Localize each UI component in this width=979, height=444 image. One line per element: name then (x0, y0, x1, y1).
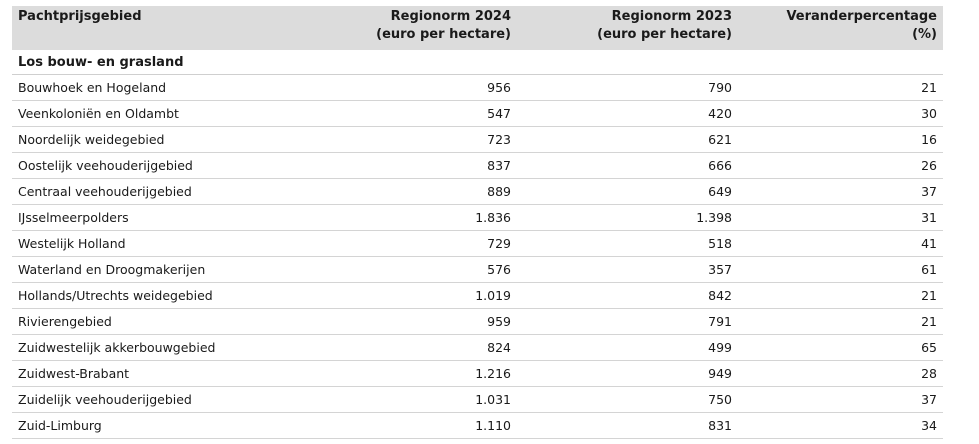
section-title: Los bouw- en grasland (12, 50, 943, 75)
regionorm-2023-cell: 666 (517, 152, 738, 179)
regionorm-2024-cell: 1.031 (312, 386, 517, 413)
regionorm-2024-cell: 1.110 (312, 412, 517, 439)
region-name-cell: Hollands/Utrechts weidegebied (12, 282, 312, 309)
table-row: Bouwhoek en Hogeland 956 790 21 (12, 74, 943, 101)
region-name-cell: Noordelijk weidegebied (12, 126, 312, 153)
header-row: Pachtprijsgebied Regionorm 2024 (euro pe… (12, 6, 943, 50)
region-name-cell: Zuidelijk veehouderijgebied (12, 386, 312, 413)
regionorm-2024-cell: 1.836 (312, 204, 517, 231)
header-pachtprijsgebied: Pachtprijsgebied (12, 6, 312, 50)
header-regionorm-2023: Regionorm 2023 (euro per hectare) (517, 6, 738, 50)
table-row: Oostelijk veehouderijgebied 837 666 26 (12, 152, 943, 179)
table-row: Veenkoloniën en Oldambt 547 420 30 (12, 100, 943, 127)
regionorm-2023-cell: 621 (517, 126, 738, 153)
regionorm-2023-cell: 518 (517, 230, 738, 257)
header-unit: (%) (912, 27, 937, 42)
table-row: Zuidelijk veehouderijgebied 1.031 750 37 (12, 386, 943, 413)
table-row: Zuid-Limburg 1.110 831 34 (12, 412, 943, 439)
header-label: Regionorm 2023 (611, 9, 732, 24)
pacht-table-container: Pachtprijsgebied Regionorm 2024 (euro pe… (12, 6, 943, 439)
table-row: Centraal veehouderijgebied 889 649 37 (12, 178, 943, 205)
region-name-cell: Veenkoloniën en Oldambt (12, 100, 312, 127)
regionorm-2024-cell: 547 (312, 100, 517, 127)
regionorm-2024-cell: 576 (312, 256, 517, 283)
table-row: Waterland en Droogmakerijen 576 357 61 (12, 256, 943, 283)
veranderpercentage-cell: 28 (738, 360, 943, 387)
veranderpercentage-cell: 37 (738, 386, 943, 413)
regionorm-2023-cell: 831 (517, 412, 738, 439)
regionorm-2023-cell: 791 (517, 308, 738, 335)
header-label: Regionorm 2024 (390, 9, 511, 24)
table-row: Zuidwestelijk akkerbouwgebied 824 499 65 (12, 334, 943, 361)
table-header: Pachtprijsgebied Regionorm 2024 (euro pe… (12, 6, 943, 50)
regionorm-2023-cell: 1.398 (517, 204, 738, 231)
regionorm-2023-cell: 750 (517, 386, 738, 413)
regionorm-2023-cell: 842 (517, 282, 738, 309)
regionorm-2024-cell: 1.216 (312, 360, 517, 387)
region-name-cell: Zuid-Limburg (12, 412, 312, 439)
table-row: Rivierengebied 959 791 21 (12, 308, 943, 335)
region-name-cell: IJsselmeerpolders (12, 204, 312, 231)
regionorm-2023-cell: 420 (517, 100, 738, 127)
header-veranderpercentage: Veranderpercentage (%) (738, 6, 943, 50)
region-name-cell: Rivierengebied (12, 308, 312, 335)
header-label: Veranderpercentage (786, 9, 937, 24)
regionorm-2024-cell: 956 (312, 74, 517, 101)
veranderpercentage-cell: 37 (738, 178, 943, 205)
regionorm-2024-cell: 889 (312, 178, 517, 205)
regionorm-2024-cell: 959 (312, 308, 517, 335)
region-name-cell: Westelijk Holland (12, 230, 312, 257)
veranderpercentage-cell: 26 (738, 152, 943, 179)
veranderpercentage-cell: 16 (738, 126, 943, 153)
region-name-cell: Oostelijk veehouderijgebied (12, 152, 312, 179)
veranderpercentage-cell: 41 (738, 230, 943, 257)
table-row: Westelijk Holland 729 518 41 (12, 230, 943, 257)
region-name-cell: Zuidwest-Brabant (12, 360, 312, 387)
regionorm-2024-cell: 729 (312, 230, 517, 257)
header-unit: (euro per hectare) (376, 27, 511, 42)
table-row: IJsselmeerpolders 1.836 1.398 31 (12, 204, 943, 231)
veranderpercentage-cell: 21 (738, 74, 943, 101)
regionorm-2024-cell: 824 (312, 334, 517, 361)
table-row: Noordelijk weidegebied 723 621 16 (12, 126, 943, 153)
veranderpercentage-cell: 65 (738, 334, 943, 361)
header-label: Pachtprijsgebied (18, 9, 142, 24)
veranderpercentage-cell: 61 (738, 256, 943, 283)
veranderpercentage-cell: 34 (738, 412, 943, 439)
table-row: Hollands/Utrechts weidegebied 1.019 842 21 (12, 282, 943, 309)
regionorm-2024-cell: 1.019 (312, 282, 517, 309)
regionorm-2023-cell: 499 (517, 334, 738, 361)
section-row: Los bouw- en grasland (12, 50, 943, 75)
table-row: Zuidwest-Brabant 1.216 949 28 (12, 360, 943, 387)
pachtprijs-table: Pachtprijsgebied Regionorm 2024 (euro pe… (12, 6, 943, 439)
region-name-cell: Waterland en Droogmakerijen (12, 256, 312, 283)
regionorm-2023-cell: 790 (517, 74, 738, 101)
header-unit: (euro per hectare) (597, 27, 732, 42)
veranderpercentage-cell: 31 (738, 204, 943, 231)
header-regionorm-2024: Regionorm 2024 (euro per hectare) (312, 6, 517, 50)
region-name-cell: Bouwhoek en Hogeland (12, 74, 312, 101)
regionorm-2023-cell: 357 (517, 256, 738, 283)
veranderpercentage-cell: 30 (738, 100, 943, 127)
region-name-cell: Zuidwestelijk akkerbouwgebied (12, 334, 312, 361)
regionorm-2023-cell: 949 (517, 360, 738, 387)
region-name-cell: Centraal veehouderijgebied (12, 178, 312, 205)
table-body: Los bouw- en grasland Bouwhoek en Hogela… (12, 50, 943, 439)
regionorm-2024-cell: 837 (312, 152, 517, 179)
regionorm-2023-cell: 649 (517, 178, 738, 205)
veranderpercentage-cell: 21 (738, 282, 943, 309)
regionorm-2024-cell: 723 (312, 126, 517, 153)
veranderpercentage-cell: 21 (738, 308, 943, 335)
